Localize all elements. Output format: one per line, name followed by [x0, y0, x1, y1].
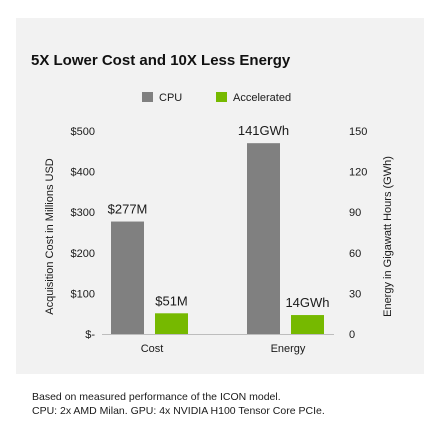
right-tick-label-2: 60 [349, 248, 361, 260]
footnote-line-2: CPU: 2x AMD Milan. GPU: 4x NVIDIA H100 T… [32, 405, 325, 417]
left-tick-label-4: $400 [71, 167, 95, 179]
right-tick-label-3: 90 [349, 207, 361, 219]
bar-cost-accelerated [155, 313, 188, 334]
bar-cost-cpu [111, 221, 144, 334]
bar-energy-cpu [247, 143, 280, 334]
left-axis-title: Acquisition Cost in Millions USD [44, 158, 56, 315]
legend-swatch-1 [216, 92, 227, 102]
right-tick-label-0: 0 [349, 329, 355, 341]
left-tick-label-1: $100 [71, 288, 95, 300]
data-label-cost-cpu: $277M [108, 202, 148, 217]
left-tick-label-3: $300 [71, 207, 95, 219]
footnote-line-1: Based on measured performance of the ICO… [32, 391, 281, 403]
right-tick-label-1: 30 [349, 288, 361, 300]
category-label-energy: Energy [271, 343, 306, 355]
right-axis-title: Energy in Gigawatt Hours (GWh) [382, 156, 394, 317]
right-tick-label-5: 150 [349, 126, 367, 138]
category-label-cost: Cost [141, 343, 164, 355]
chart-title: 5X Lower Cost and 10X Less Energy [31, 52, 291, 69]
data-label-cost-accelerated: $51M [155, 293, 188, 308]
chart-card [16, 18, 424, 374]
legend-label-1: Accelerated [233, 92, 291, 104]
legend-label-0: CPU [159, 92, 182, 104]
data-label-energy-accelerated: 14GWh [285, 295, 329, 310]
left-tick-label-5: $500 [71, 126, 95, 138]
footnote: Based on measured performance of the ICO… [32, 390, 325, 418]
left-tick-label-2: $200 [71, 248, 95, 260]
bar-energy-accelerated [291, 315, 324, 334]
right-tick-label-4: 120 [349, 167, 367, 179]
data-label-energy-cpu: 141GWh [238, 123, 289, 138]
left-tick-label-0: $- [85, 329, 95, 341]
legend-swatch-0 [142, 92, 153, 102]
